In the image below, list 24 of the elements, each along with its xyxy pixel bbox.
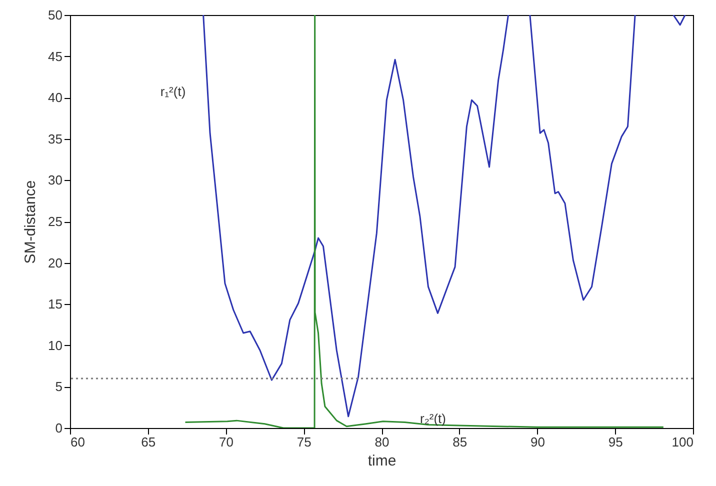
y-tick-label: 35 [48,131,62,146]
x-tick-label: 60 [70,434,85,450]
y-axis-title: SM-distance [22,180,40,264]
series-label: r₂²(t) [420,411,446,426]
x-tick-label: 70 [219,434,234,450]
y-tick-label: 0 [55,420,62,436]
y-tick-label: 40 [48,90,62,106]
x-axis-title: time [368,452,396,470]
x-tick-label: 90 [530,434,545,450]
y-tick-label: 25 [48,214,62,229]
y-tick-label: 10 [48,338,62,353]
x-tick-label: 100 [672,434,694,450]
y-tick-label: 20 [48,255,62,270]
y-tick-label: 30 [48,172,62,188]
y-tick-label: 45 [48,48,62,64]
y-tick-label: 15 [48,296,62,312]
x-tick-label: 65 [141,434,156,450]
x-tick-label: 95 [608,434,623,450]
x-tick-label: 80 [374,434,390,450]
y-tick-label: 50 [48,8,62,22]
series-label: r₁²(t) [160,84,186,99]
x-tick-label: 75 [296,434,312,450]
x-tick-label: 85 [452,434,468,450]
y-tick-label: 5 [55,379,62,394]
